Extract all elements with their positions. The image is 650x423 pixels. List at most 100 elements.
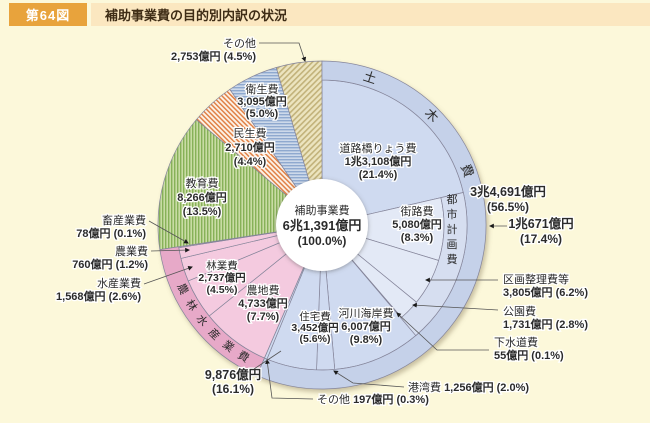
chart-label: 2,737億円 xyxy=(198,271,245,284)
chart-label: 河川海岸費 xyxy=(339,306,394,320)
chart-label: 教育費 xyxy=(186,176,219,190)
band-toshi xyxy=(400,192,468,337)
band-text-doboku: 費 xyxy=(458,162,477,179)
label-group-doboku: 3兆4,691億円(56.5%)土木費 xyxy=(361,68,547,215)
label-kowan: 港湾費 1,256億円 (2.0%) xyxy=(407,379,531,396)
chart-label: 農業費 xyxy=(115,244,148,258)
figure-title: 補助事業費の目的別内訳の状況 xyxy=(91,3,650,26)
chart-label: 林業費 xyxy=(206,259,238,272)
chart-label: (7.7%) xyxy=(247,311,280,323)
chart-label: 1,731億円 (2.8%) xyxy=(503,317,588,331)
chart-label: 衛生費 xyxy=(246,82,279,96)
chart-label: 8,266億円 xyxy=(177,190,227,204)
chart-label: (5.6%) xyxy=(300,333,331,345)
center-pct: (100.0%) xyxy=(298,234,347,248)
chart-label: (13.5%) xyxy=(183,206,222,218)
band-doboku xyxy=(256,60,487,390)
band-text-toshi: 費 xyxy=(447,252,458,266)
chart-label: 農地費 xyxy=(247,283,280,297)
chart-label: 3,805億円 (6.2%) xyxy=(503,285,588,299)
figure-header: 第64図 補助事業費の目的別内訳の状況 xyxy=(9,3,650,26)
center-name: 補助事業費 xyxy=(295,203,350,217)
chart-label: 港湾費 1,256億円 (2.0%) xyxy=(408,380,529,394)
label-sonota_doboku: その他 197億円 (0.3%) xyxy=(316,391,431,408)
leader-sonota xyxy=(259,42,307,62)
leader-chikusan xyxy=(148,220,189,244)
chart-label: 78億円 (0.1%) xyxy=(76,226,146,240)
chart-label: 民生費 xyxy=(234,126,267,140)
chart-label: 下水道費 xyxy=(494,335,538,349)
chart-label: 区画整理費等 xyxy=(503,272,569,286)
band-text-toshi: 市 xyxy=(447,207,458,221)
band-text-toshi: 都 xyxy=(447,193,458,206)
leader-group-nourin-tick xyxy=(253,350,282,370)
chart-label: 街路費 xyxy=(401,204,434,218)
chart-label: 1兆671億円 xyxy=(508,216,573,231)
chart-label: その他 197億円 (0.3%) xyxy=(317,392,429,406)
leader-sonota_doboku xyxy=(265,359,314,400)
band-nourin xyxy=(159,246,265,376)
leader-kowan xyxy=(333,370,405,388)
band-text-toshi: 計 xyxy=(447,222,458,236)
band-text-nourin: 農 xyxy=(174,281,191,297)
figure-number-badge: 第64図 xyxy=(9,3,87,26)
chart-label: (16.1%) xyxy=(212,382,254,396)
chart-label: (17.4%) xyxy=(520,232,562,246)
leader-kouen xyxy=(412,302,499,311)
chart-label: 1兆3,108億円 xyxy=(345,154,412,168)
chart-label: 3兆4,691億円 xyxy=(470,184,546,199)
chart-label: (9.8%) xyxy=(350,334,383,346)
chart-label: 公園費 xyxy=(503,304,536,318)
chart-label: 4,733億円 xyxy=(238,296,288,310)
chart-label: 畜産業費 xyxy=(102,213,146,227)
leader-suisan xyxy=(143,266,193,285)
chart-label: 水産業費 xyxy=(97,276,141,290)
chart-label: (56.5%) xyxy=(487,200,529,214)
chart-label: 道路橋りょう費 xyxy=(340,141,417,155)
chart-label: 3,095億円 xyxy=(237,94,287,108)
leader-nougyo xyxy=(150,247,190,253)
chart-label: 55億円 (0.1%) xyxy=(494,348,564,362)
chart-label: (4.4%) xyxy=(234,156,267,168)
center-value: 6兆1,391億円 xyxy=(283,218,362,233)
leader-gesui xyxy=(396,312,489,351)
chart-label: 6,007億円 xyxy=(341,319,391,333)
band-text-doboku: 土 xyxy=(361,68,378,86)
chart-label: (4.5%) xyxy=(207,284,238,296)
chart-label: (5.0%) xyxy=(246,108,279,120)
chart-label: (21.4%) xyxy=(359,169,398,181)
chart-label: 3,452億円 xyxy=(291,321,338,334)
chart-label: 5,080億円 xyxy=(392,217,442,231)
chart-label: 760億円 (1.2%) xyxy=(72,257,148,271)
chart-label: その他 xyxy=(223,37,256,50)
chart-label: (8.3%) xyxy=(401,232,434,244)
center-hole xyxy=(276,179,368,271)
band-text-toshi: 画 xyxy=(447,239,458,251)
chart-label: 1,568億円 (2.6%) xyxy=(56,289,141,303)
chart-label: 9,876億円 xyxy=(205,367,261,382)
chart-label: 2,753億円 (4.5%) xyxy=(171,49,256,63)
chart-label: 住宅費 xyxy=(299,310,331,323)
chart-label: 2,710億円 xyxy=(225,140,275,154)
